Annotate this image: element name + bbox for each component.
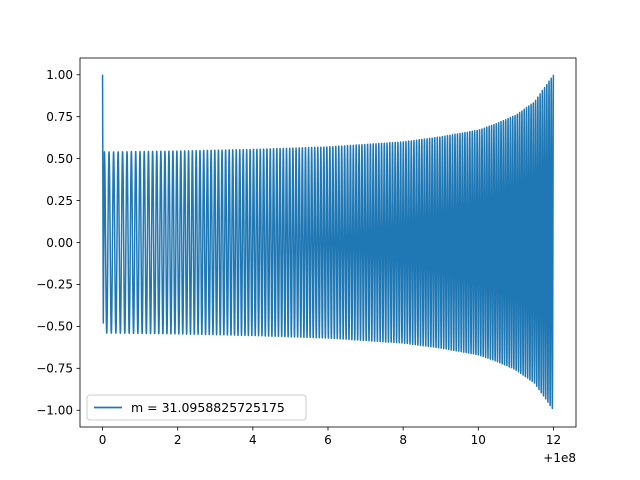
x-tick-label: 8 <box>399 433 407 447</box>
y-tick-label: 0.50 <box>46 152 73 166</box>
x-tick-label: 2 <box>174 433 182 447</box>
x-axis-offset-label: +1e8 <box>543 451 576 465</box>
x-axis: 0 2 4 6 8 10 12 <box>99 427 561 447</box>
series-line <box>101 74 555 410</box>
x-tick-label: 12 <box>546 433 561 447</box>
y-tick-label: −0.25 <box>36 278 73 292</box>
y-axis: 1.00 0.75 0.50 0.25 0.00 −0.25 −0.50 −0.75 −1.00 <box>36 68 80 418</box>
legend-box <box>86 394 307 421</box>
x-tick-label: 10 <box>471 433 486 447</box>
legend-label: m = 31.0958825725175 <box>131 400 285 415</box>
y-tick-label: −0.75 <box>36 362 73 376</box>
y-tick-label: 0.75 <box>46 110 73 124</box>
y-tick-label: −1.00 <box>36 404 73 418</box>
x-tick-label: 6 <box>324 433 332 447</box>
y-tick-label: 1.00 <box>46 68 73 82</box>
y-tick-label: 0.25 <box>46 194 73 208</box>
y-tick-label: −0.50 <box>36 320 73 334</box>
legend: m = 31.0958825725175 <box>86 394 307 421</box>
x-tick-label: 0 <box>99 433 107 447</box>
y-tick-label: 0.00 <box>46 236 73 250</box>
x-tick-label: 4 <box>249 433 257 447</box>
